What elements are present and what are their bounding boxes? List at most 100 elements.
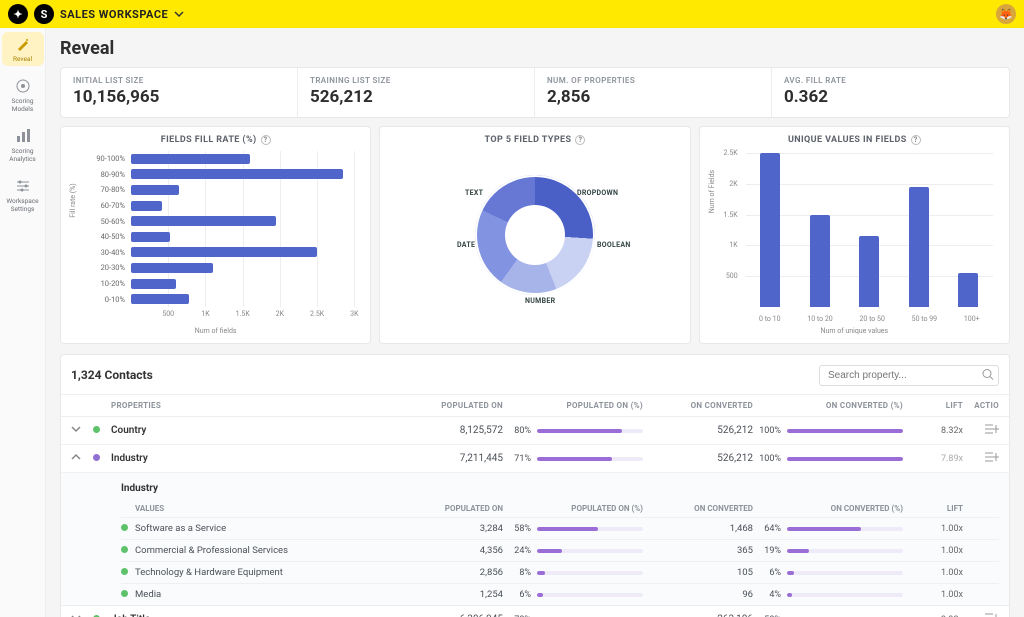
hbar-bar — [131, 185, 179, 195]
properties-table: 1,324 Contacts PROPERTIES POPULATED ON P… — [60, 354, 1010, 617]
col-populated-pct[interactable]: POPULATED ON (%) — [503, 401, 643, 410]
lift-value: 1.00x — [903, 568, 963, 578]
row-action-icon[interactable] — [963, 424, 999, 437]
sidebar-item-scoring-models[interactable]: Scoring Models — [2, 74, 44, 116]
x-tick: 1K — [201, 310, 209, 318]
x-tick: 500 — [162, 310, 174, 318]
help-icon[interactable]: ? — [575, 135, 585, 145]
value-name: Technology & Hardware Equipment — [135, 567, 393, 578]
sub-row[interactable]: Commercial & Professional Services 4,356… — [121, 539, 999, 561]
status-dot — [121, 523, 135, 534]
x-tick: 3K — [350, 310, 358, 318]
table-row[interactable]: Industry 7,211,445 71% 526,212 100% 7.89… — [61, 445, 1009, 473]
chevron-down-icon[interactable] — [174, 9, 184, 19]
hbar-bar — [131, 216, 276, 226]
chart-title: TOP 5 FIELD TYPES — [485, 135, 572, 145]
kpi-value: 2,856 — [547, 87, 759, 107]
x-tick: 2K — [276, 310, 284, 318]
hbar-bar — [131, 247, 317, 257]
help-icon[interactable]: ? — [911, 135, 921, 145]
expand-toggle[interactable] — [71, 613, 93, 617]
col-on-converted-pct[interactable]: ON CONVERTED (%) — [753, 401, 903, 410]
chart-title: FIELDS FILL RATE (%) — [161, 135, 257, 145]
hbar-category: 0-10% — [75, 295, 125, 304]
status-dot — [93, 453, 111, 464]
sidebar-item-workspace-settings[interactable]: Workspace Settings — [2, 174, 44, 216]
kpi-card: NUM. OF PROPERTIES 2,856 — [535, 68, 772, 117]
kpi-card: INITIAL LIST SIZE 10,156,965 — [61, 68, 298, 117]
x-axis-label: Num of fields — [71, 327, 360, 335]
sidebar-item-scoring-analytics[interactable]: Scoring Analytics — [2, 124, 44, 166]
x-tick: 10 to 20 — [807, 315, 832, 323]
donut-slice-label: NUMBER — [525, 297, 555, 305]
lift-value: 1.00x — [903, 546, 963, 556]
sidebar-item-reveal[interactable]: Reveal — [2, 32, 44, 66]
on-converted-pct: 19% — [753, 546, 903, 556]
hbar-bar — [131, 279, 176, 289]
lift-value: 7.89x — [903, 454, 963, 464]
x-tick: 20 to 50 — [859, 315, 884, 323]
status-dot — [121, 589, 135, 600]
donut-slice-label: DATE — [457, 241, 475, 249]
hbar-category: 10-20% — [75, 279, 125, 288]
hbar-category: 40-50% — [75, 232, 125, 241]
on-converted: 1,468 — [643, 523, 753, 534]
on-converted: 96 — [643, 589, 753, 600]
app-logo-icon: ✦ — [8, 4, 28, 24]
row-action-icon[interactable] — [963, 452, 999, 465]
search-icon[interactable] — [982, 365, 994, 384]
vbar-bar — [909, 187, 929, 307]
vbar-bar — [810, 215, 830, 307]
populated-on: 3,284 — [393, 523, 503, 534]
lift-value: 1.00x — [903, 524, 963, 534]
hbar-category: 30-40% — [75, 248, 125, 257]
donut-slice-label: TEXT — [465, 189, 483, 197]
sub-row[interactable]: Technology & Hardware Equipment 2,856 8%… — [121, 561, 999, 583]
help-icon[interactable]: ? — [261, 135, 271, 145]
expand-toggle[interactable] — [71, 424, 93, 437]
on-converted: 365 — [643, 545, 753, 556]
vbar-bar — [760, 153, 780, 307]
page-title: Reveal — [60, 38, 1010, 59]
row-action-icon[interactable] — [963, 613, 999, 617]
value-name: Software as a Service — [135, 523, 393, 534]
y-tick: 2.5K — [724, 149, 738, 157]
vbar-bar — [958, 273, 978, 307]
populated-pct: 80% — [503, 426, 643, 436]
hbar-bar — [131, 232, 170, 242]
sub-table: Industry VALUES POPULATED ON POPULATED O… — [61, 473, 1009, 606]
kpi-label: AVG. FILL RATE — [784, 76, 997, 85]
populated-pct: 24% — [503, 546, 643, 556]
kpi-label: INITIAL LIST SIZE — [73, 76, 285, 85]
vbar-bar — [859, 236, 879, 307]
y-tick: 2K — [729, 180, 737, 188]
hbar-bar — [131, 294, 189, 304]
table-row[interactable]: Job Title 6,386,945 70% 263,106 50% 3.92… — [61, 606, 1009, 617]
workspace-name[interactable]: SALES WORKSPACE — [60, 8, 168, 21]
on-converted-pct: 4% — [753, 590, 903, 600]
col-populated-on[interactable]: POPULATED ON — [393, 401, 503, 410]
x-tick: 0 to 10 — [759, 315, 781, 323]
avatar[interactable]: 🦊 — [996, 4, 1016, 24]
populated-on: 7,211,445 — [393, 453, 503, 464]
sub-row[interactable]: Media 1,254 6% 96 4% 1.00x — [121, 583, 999, 605]
populated-on: 2,856 — [393, 567, 503, 578]
on-converted-pct: 6% — [753, 568, 903, 578]
expand-toggle[interactable] — [71, 452, 93, 465]
on-converted: 105 — [643, 567, 753, 578]
x-tick: 2.5K — [310, 310, 324, 318]
hbar-category: 80-90% — [75, 170, 125, 179]
table-row[interactable]: Country 8,125,572 80% 526,212 100% 8.32x — [61, 417, 1009, 445]
on-converted: 526,212 — [643, 453, 753, 464]
sub-row[interactable]: Software as a Service 3,284 58% 1,468 64… — [121, 517, 999, 539]
value-name: Media — [135, 589, 393, 600]
col-properties[interactable]: PROPERTIES — [111, 401, 393, 410]
workspace-badge[interactable]: S — [34, 4, 54, 24]
col-lift[interactable]: LIFT — [903, 401, 963, 410]
hbar-category: 20-30% — [75, 263, 125, 272]
search-input[interactable] — [819, 365, 999, 386]
topbar: ✦ S SALES WORKSPACE 🦊 — [0, 0, 1024, 28]
sub-title: Industry — [121, 479, 999, 500]
donut-slice-label: BOOLEAN — [597, 241, 631, 249]
col-on-converted[interactable]: ON CONVERTED — [643, 401, 753, 410]
